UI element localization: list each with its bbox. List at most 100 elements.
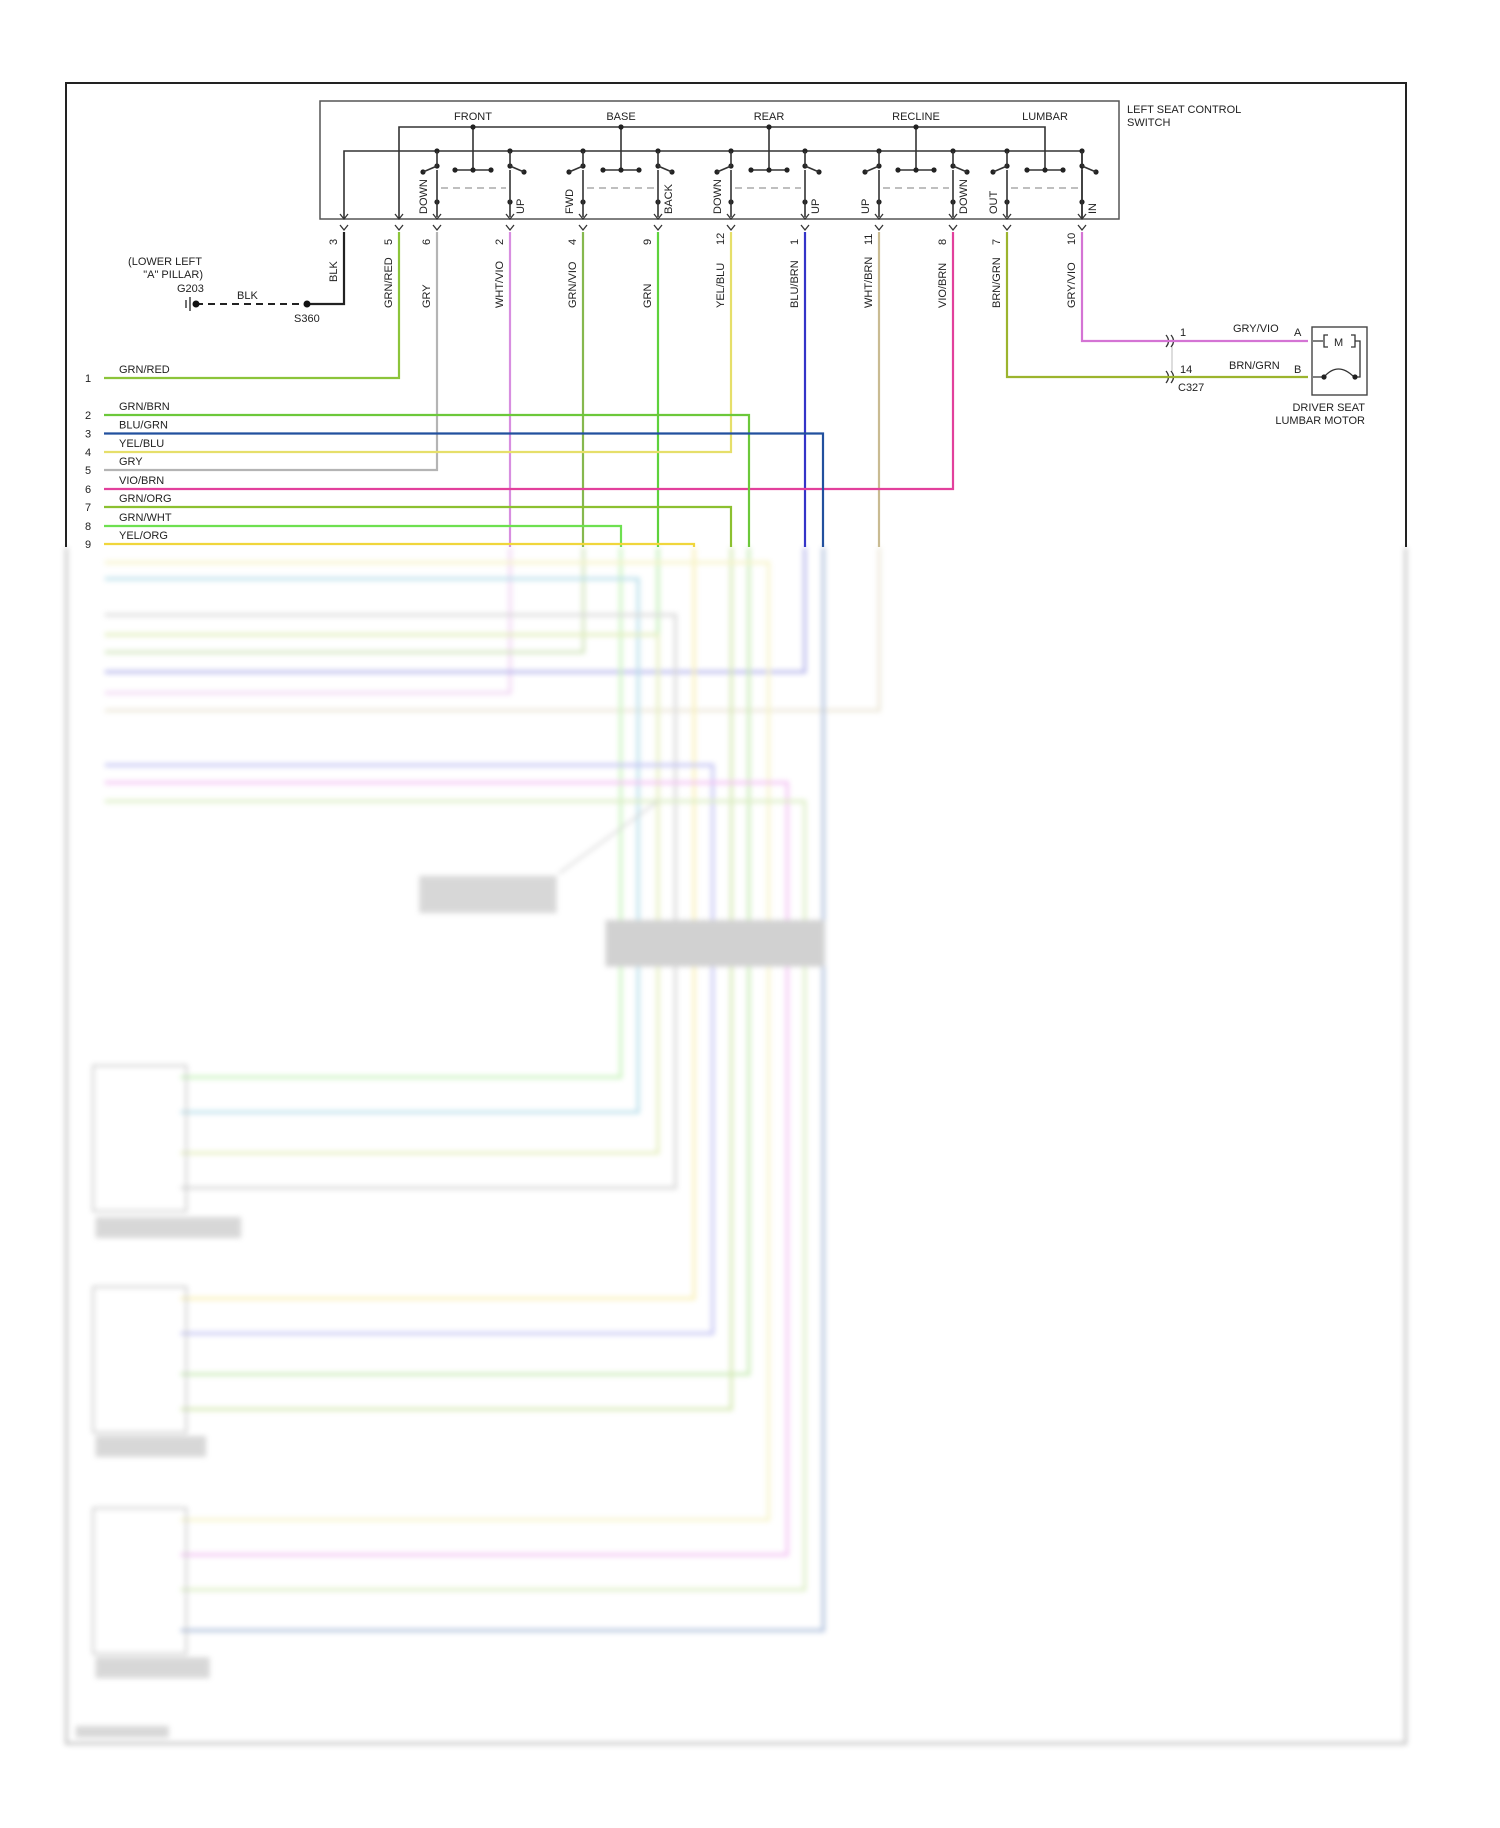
- motor-contact: [1321, 374, 1327, 380]
- wire-yel-blu: [104, 232, 733, 454]
- junction-dot: [913, 124, 919, 130]
- pin-wire-label: WHT/VIO: [494, 261, 506, 308]
- direction-label: UP: [810, 199, 822, 214]
- switch-arm: [864, 165, 880, 173]
- section-label-base: BASE: [606, 111, 635, 123]
- direction-label: IN: [1087, 203, 1099, 214]
- junction-dot: [931, 167, 937, 173]
- terminal-a: A: [1294, 327, 1302, 339]
- row-wire-3: [104, 432, 825, 547]
- switch-arm: [422, 165, 438, 173]
- row-number: 4: [85, 447, 91, 459]
- junction-dot: [913, 167, 919, 173]
- splice-label: S360: [294, 313, 320, 325]
- junction-dot: [748, 167, 754, 173]
- arrow-icon: [339, 213, 349, 221]
- pin-number: 12: [715, 233, 727, 245]
- connector-pin-7: [1002, 224, 1012, 232]
- row-number: 3: [85, 429, 91, 441]
- pin-wire-label: GRN/VIO: [567, 261, 579, 308]
- switch-arm: [509, 165, 525, 173]
- direction-label: UP: [860, 199, 872, 214]
- section-label-rear: REAR: [754, 111, 785, 123]
- section-label-lumbar: LUMBAR: [1022, 111, 1068, 123]
- connector-pin-10: [1077, 224, 1087, 232]
- pin-wire-label: BLU/BRN: [789, 260, 801, 308]
- pin-number: 8: [937, 239, 949, 245]
- switch-arm: [952, 165, 968, 173]
- motor-icon: [1313, 334, 1361, 378]
- wire-gry: [104, 232, 439, 472]
- direction-label: DOWN: [712, 179, 724, 214]
- wire-vio-brn: [104, 232, 955, 491]
- row-number: 2: [85, 410, 91, 422]
- junction-dot: [766, 124, 772, 130]
- row-number: 1: [85, 373, 91, 385]
- switch-arm: [804, 165, 820, 173]
- connector-pin-3: [339, 224, 349, 232]
- direction-label: FWD: [564, 189, 576, 214]
- pin-wire-label: BRN/GRN: [991, 257, 1003, 308]
- arrow-icon: [800, 213, 810, 221]
- pin-number: 5: [383, 239, 395, 245]
- switch-arm: [716, 165, 732, 173]
- junction-dot: [1042, 167, 1048, 173]
- motor-wire-b-label: BRN/GRN: [1229, 360, 1280, 372]
- blurred-lower-diagram: [65, 547, 1407, 1745]
- connector-pin-5: [394, 224, 404, 232]
- pin-number: 10: [1066, 233, 1078, 245]
- motor-symbol: M: [1334, 337, 1343, 349]
- pin-number: 11: [863, 234, 875, 245]
- connector-pin-4: [578, 224, 588, 232]
- junction-dot: [470, 167, 476, 173]
- motor-brush-icon: [1323, 368, 1355, 378]
- row-wire-label: YEL/ORG: [119, 530, 168, 542]
- row-wire-label: VIO/BRN: [119, 475, 164, 487]
- lumbar-motor-box: [1311, 326, 1368, 396]
- direction-label: UP: [515, 199, 527, 214]
- arrow-icon: [1077, 213, 1087, 221]
- junction-dot: [600, 167, 606, 173]
- connector-pin-8: [948, 224, 958, 232]
- arrow-icon: [432, 213, 442, 221]
- connector-pin-9: [653, 224, 663, 232]
- ground-icon: [185, 297, 191, 311]
- pin-wire-label: GRY/VIO: [1066, 262, 1078, 308]
- pin-wire-label: GRN/RED: [383, 257, 395, 308]
- cavity-b: 14: [1180, 364, 1192, 376]
- arrow-icon: [505, 213, 515, 221]
- row-number: 6: [85, 484, 91, 496]
- row-wire-label: YEL/BLU: [119, 438, 164, 450]
- row-number: 5: [85, 465, 91, 477]
- pin-number: 6: [421, 239, 433, 245]
- pin-number: 7: [991, 239, 1003, 245]
- connector-pin-2: [505, 224, 515, 232]
- connector-pin-12: [726, 224, 736, 232]
- upper-diagram: LEFT SEAT CONTROL SWITCH FRONT DOWN UP BASE…: [65, 82, 1407, 551]
- connector-label: C327: [1178, 382, 1204, 394]
- connector-pin-6: [432, 224, 442, 232]
- pin-number: 1: [789, 239, 801, 245]
- row-wire-label: GRY: [119, 456, 143, 468]
- wire-blk: [309, 232, 346, 306]
- junction-dot: [895, 167, 901, 173]
- pin-wire-label: BLK: [328, 261, 340, 282]
- switch-arm: [657, 165, 673, 173]
- pin-number: 4: [567, 239, 579, 245]
- switch-arm: [1081, 165, 1097, 173]
- junction-dot: [1024, 167, 1030, 173]
- direction-label: DOWN: [958, 179, 970, 214]
- pin-number: 9: [642, 239, 654, 245]
- row-wire-9: [104, 542, 696, 547]
- row-wire-2: [104, 413, 751, 547]
- upper-bus: [398, 126, 1046, 219]
- pin-wire-label: VIO/BRN: [937, 263, 949, 308]
- junction-dot: [470, 124, 476, 130]
- junction-dot: [618, 167, 624, 173]
- arrow-icon: [394, 213, 404, 221]
- junction-dot: [766, 167, 772, 173]
- switch-title-line2: SWITCH: [1127, 117, 1170, 129]
- wire-brn-grn: [1005, 232, 1168, 379]
- connector-pin-11: [874, 224, 884, 232]
